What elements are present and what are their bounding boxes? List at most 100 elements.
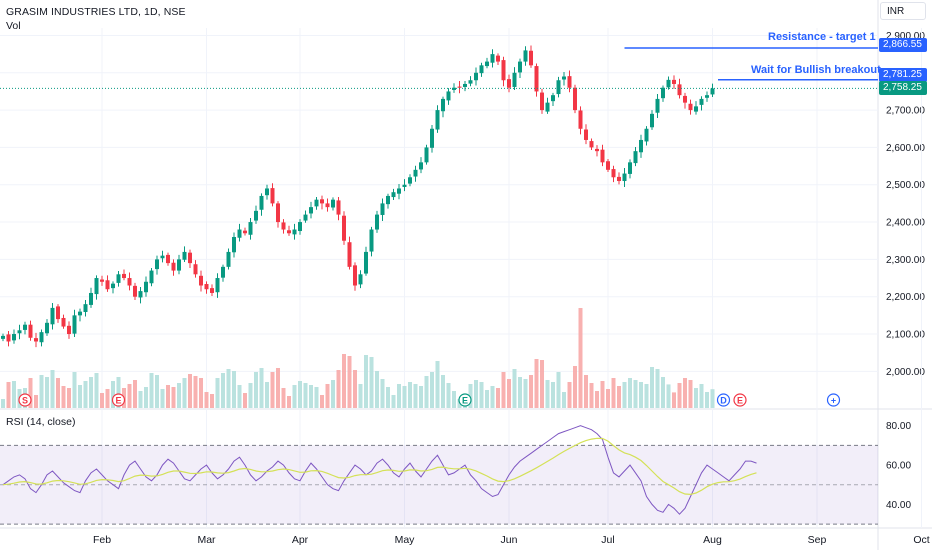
volume-bar	[67, 388, 71, 408]
volume-bar	[353, 370, 357, 408]
event-marker	[111, 393, 126, 407]
candle-body	[485, 61, 489, 67]
volume-bar	[12, 381, 16, 408]
price-tick-label: 2,700.00	[886, 106, 925, 117]
resistance-annotation[interactable]: Resistance - target 1	[768, 31, 876, 43]
candle-body	[441, 98, 445, 112]
volume-bar	[320, 395, 324, 408]
candle-body	[639, 139, 643, 153]
candle-body	[105, 280, 110, 290]
volume-label[interactable]: Vol	[6, 20, 21, 32]
volume-bar	[584, 375, 588, 408]
volume-bar	[83, 381, 88, 408]
candle-body	[116, 274, 121, 283]
volume-bar	[391, 395, 396, 408]
symbol-title[interactable]: GRASIM INDUSTRIES LTD, 1D, NSE	[6, 6, 186, 18]
candle-body	[248, 222, 253, 235]
candle-body	[617, 176, 621, 182]
volume-bar	[314, 387, 319, 408]
candle-body	[259, 195, 264, 210]
volume-bar	[281, 388, 286, 408]
candle-body	[122, 273, 126, 279]
time-tick-label: Feb	[93, 534, 111, 546]
volume-bar	[155, 375, 159, 408]
candle-body	[677, 84, 682, 96]
event-marker-label: E	[737, 396, 743, 406]
candle-body	[600, 149, 605, 163]
candle-body	[501, 60, 506, 81]
candle-body	[644, 128, 649, 142]
volume-bar	[441, 375, 445, 408]
volume-bar	[243, 393, 247, 408]
candle-body	[188, 252, 192, 264]
volume-bar	[336, 370, 341, 408]
candle-body	[347, 242, 352, 267]
volume-bar	[628, 378, 632, 408]
candle-body	[628, 162, 632, 174]
price-tick-label: 2,400.00	[886, 218, 925, 229]
candle-body	[133, 285, 137, 297]
candle-body	[562, 76, 566, 80]
volume-bar	[617, 386, 621, 408]
candle-body	[529, 50, 533, 66]
volume-bar	[402, 386, 407, 408]
volume-bar	[435, 361, 440, 408]
candle-body	[380, 203, 385, 215]
candle-body	[446, 91, 451, 101]
candle-body	[226, 251, 231, 267]
volume-bar	[419, 386, 423, 408]
volume-bar	[133, 380, 137, 408]
candle-body	[204, 284, 209, 290]
candle-body	[496, 55, 500, 62]
volume-bar	[567, 382, 572, 408]
candle-body	[237, 229, 242, 238]
volume-bar	[193, 376, 198, 408]
volume-bar	[468, 384, 473, 408]
time-tick-label: Oct	[913, 534, 929, 546]
volume-bar	[232, 371, 236, 408]
candle-body	[56, 306, 60, 320]
volume-bar	[72, 372, 77, 408]
volume-bar	[149, 373, 154, 408]
candle-body	[270, 188, 275, 204]
breakout-annotation[interactable]: Wait for Bullish breakout	[751, 64, 881, 76]
volume-bar	[292, 385, 297, 408]
volume-bar	[342, 354, 346, 408]
candle-body	[177, 259, 181, 271]
volume-bar	[446, 383, 451, 408]
volume-bar	[386, 387, 390, 408]
candle-body	[6, 334, 11, 342]
currency-button[interactable]: INR	[880, 2, 926, 20]
candle-body	[397, 188, 401, 194]
candle-body	[391, 192, 396, 198]
volume-bar	[611, 378, 616, 408]
volume-bar	[182, 378, 187, 408]
candle-body	[320, 199, 324, 204]
candle-body	[430, 128, 434, 148]
volume-bar	[529, 375, 533, 408]
candle-body	[578, 110, 583, 129]
candle-body	[694, 106, 698, 112]
candle-body	[595, 148, 599, 152]
price-tick-label: 2,500.00	[886, 180, 925, 191]
candle-body	[210, 288, 214, 293]
candle-body	[573, 87, 577, 111]
volume-bar	[633, 380, 638, 408]
candle-body	[650, 113, 654, 128]
rsi-tick-label: 60.00	[886, 461, 911, 472]
candle-body	[611, 169, 616, 178]
time-tick-label: Jul	[601, 534, 614, 546]
event-marker-label: E	[115, 396, 121, 406]
volume-bar	[237, 385, 242, 408]
volume-bar	[331, 380, 335, 408]
candle-body	[12, 334, 16, 341]
candle-body	[34, 338, 38, 342]
volume-bar	[298, 381, 302, 408]
candle-body	[364, 251, 368, 274]
rsi-label[interactable]: RSI (14, close)	[6, 416, 76, 428]
candle-body	[193, 264, 198, 275]
candle-body	[518, 61, 522, 73]
volume-bar	[507, 379, 511, 408]
